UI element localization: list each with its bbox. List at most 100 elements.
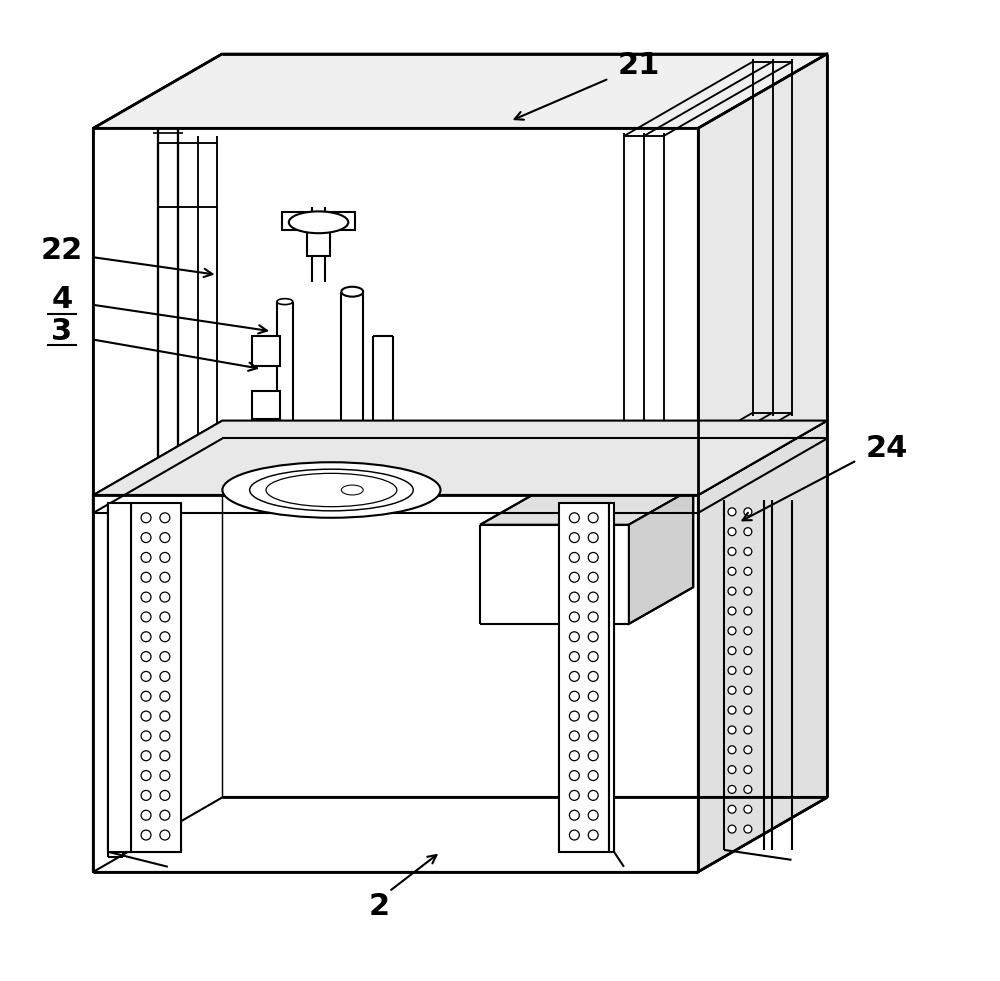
Polygon shape	[480, 488, 693, 525]
Ellipse shape	[744, 627, 752, 635]
Polygon shape	[93, 129, 698, 495]
Circle shape	[160, 533, 170, 542]
Circle shape	[160, 552, 170, 562]
Circle shape	[160, 810, 170, 820]
Ellipse shape	[744, 805, 752, 813]
Ellipse shape	[728, 805, 736, 813]
Text: 2: 2	[368, 892, 390, 921]
Ellipse shape	[744, 528, 752, 536]
Circle shape	[569, 632, 579, 642]
Polygon shape	[93, 495, 698, 872]
Circle shape	[141, 533, 151, 542]
Circle shape	[569, 692, 579, 701]
Circle shape	[160, 671, 170, 682]
Ellipse shape	[341, 286, 363, 296]
Circle shape	[160, 513, 170, 523]
Circle shape	[569, 572, 579, 582]
Polygon shape	[93, 421, 827, 495]
Circle shape	[588, 572, 598, 582]
Circle shape	[141, 632, 151, 642]
Circle shape	[588, 513, 598, 523]
Circle shape	[588, 632, 598, 642]
Circle shape	[569, 810, 579, 820]
Ellipse shape	[728, 567, 736, 575]
Ellipse shape	[744, 687, 752, 695]
Circle shape	[141, 830, 151, 840]
Circle shape	[588, 771, 598, 781]
Circle shape	[588, 692, 598, 701]
Text: 3: 3	[51, 317, 72, 346]
Ellipse shape	[728, 726, 736, 734]
Ellipse shape	[744, 765, 752, 774]
Ellipse shape	[744, 607, 752, 615]
Ellipse shape	[266, 474, 397, 506]
Polygon shape	[131, 503, 181, 852]
Polygon shape	[93, 54, 827, 129]
Ellipse shape	[728, 607, 736, 615]
Ellipse shape	[728, 646, 736, 654]
Circle shape	[569, 731, 579, 741]
Polygon shape	[698, 54, 827, 495]
Ellipse shape	[728, 547, 736, 555]
Ellipse shape	[744, 588, 752, 595]
Circle shape	[141, 671, 151, 682]
Circle shape	[160, 711, 170, 721]
Circle shape	[569, 651, 579, 661]
Circle shape	[588, 651, 598, 661]
Polygon shape	[698, 421, 827, 872]
Ellipse shape	[250, 469, 413, 511]
Circle shape	[160, 692, 170, 701]
Polygon shape	[252, 390, 280, 419]
Circle shape	[160, 731, 170, 741]
Polygon shape	[252, 336, 280, 366]
Circle shape	[141, 651, 151, 661]
Ellipse shape	[744, 508, 752, 516]
Text: 24: 24	[865, 434, 908, 463]
Circle shape	[588, 593, 598, 602]
Circle shape	[588, 711, 598, 721]
Circle shape	[141, 810, 151, 820]
Circle shape	[569, 830, 579, 840]
Text: 21: 21	[618, 51, 660, 80]
Ellipse shape	[728, 706, 736, 714]
Circle shape	[569, 533, 579, 542]
Ellipse shape	[728, 666, 736, 674]
Ellipse shape	[728, 687, 736, 695]
Circle shape	[569, 552, 579, 562]
Circle shape	[141, 731, 151, 741]
Ellipse shape	[744, 726, 752, 734]
Ellipse shape	[341, 485, 363, 495]
Circle shape	[141, 513, 151, 523]
Ellipse shape	[744, 786, 752, 794]
Circle shape	[160, 791, 170, 800]
Polygon shape	[559, 503, 609, 852]
Text: 22: 22	[41, 235, 83, 265]
Circle shape	[588, 552, 598, 562]
Circle shape	[141, 552, 151, 562]
Polygon shape	[282, 212, 355, 231]
Ellipse shape	[728, 627, 736, 635]
Ellipse shape	[744, 746, 752, 753]
Ellipse shape	[744, 706, 752, 714]
Ellipse shape	[277, 298, 293, 304]
Circle shape	[569, 593, 579, 602]
Circle shape	[569, 612, 579, 622]
Circle shape	[160, 651, 170, 661]
Circle shape	[160, 750, 170, 760]
Circle shape	[588, 533, 598, 542]
Circle shape	[588, 612, 598, 622]
Circle shape	[588, 671, 598, 682]
Ellipse shape	[728, 588, 736, 595]
Circle shape	[588, 750, 598, 760]
Ellipse shape	[728, 765, 736, 774]
Ellipse shape	[744, 825, 752, 833]
Circle shape	[160, 830, 170, 840]
Ellipse shape	[744, 547, 752, 555]
Circle shape	[569, 791, 579, 800]
Polygon shape	[93, 421, 827, 495]
Circle shape	[160, 572, 170, 582]
Polygon shape	[629, 488, 693, 624]
Ellipse shape	[744, 646, 752, 654]
Ellipse shape	[728, 786, 736, 794]
Circle shape	[588, 731, 598, 741]
